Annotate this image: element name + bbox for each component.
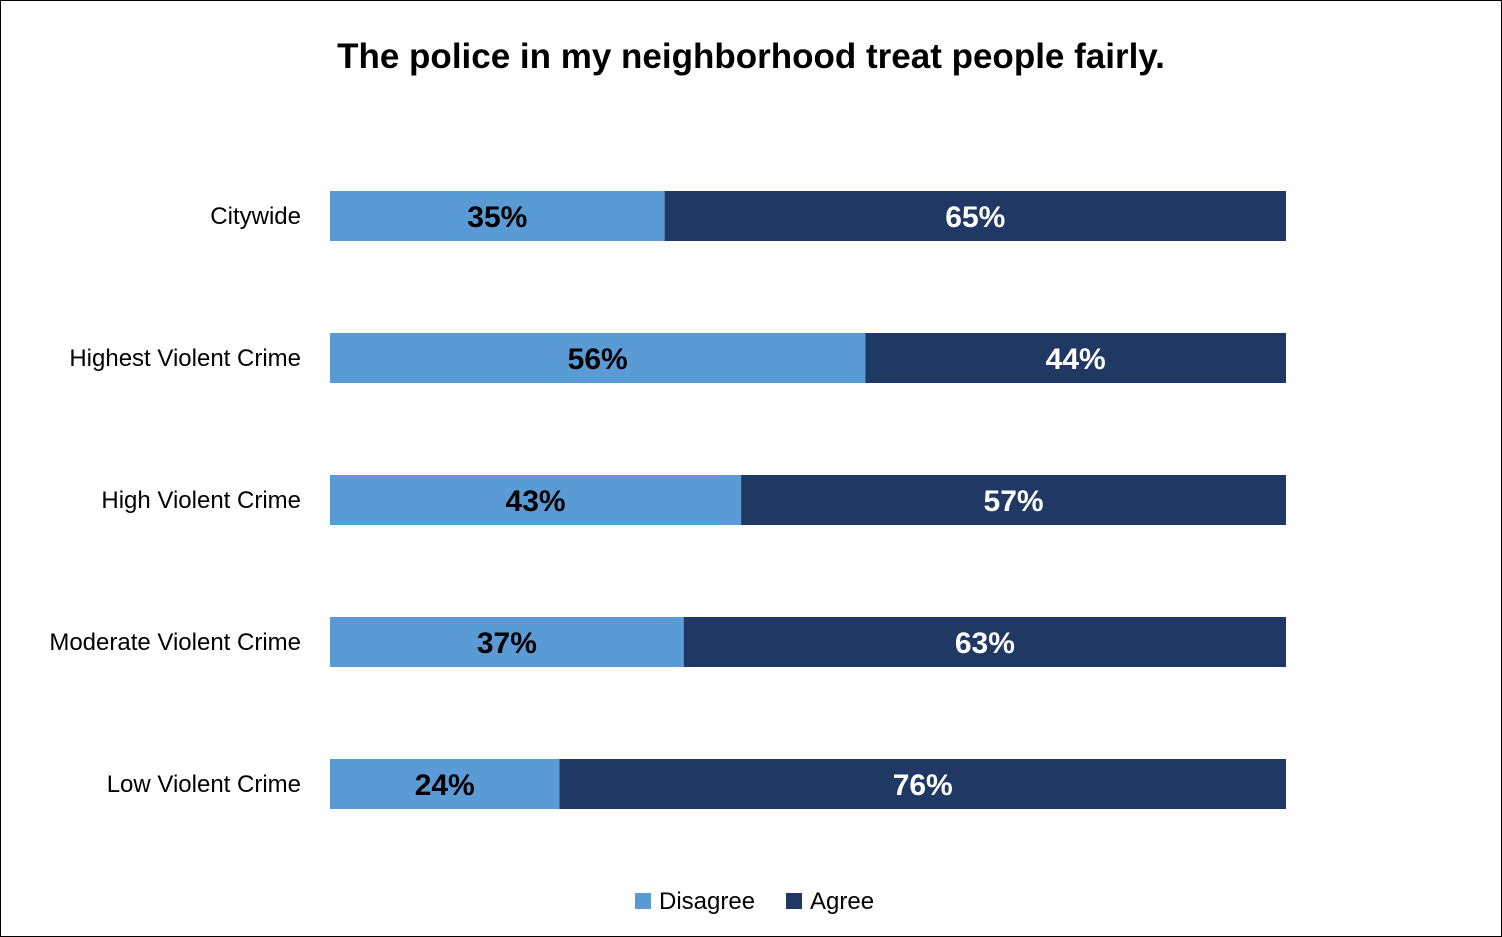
- bars: [330, 191, 1286, 809]
- bar-agree-moderate-violent-crime: [683, 617, 1286, 667]
- chart-title: The police in my neighborhood treat peop…: [337, 37, 1165, 76]
- legend-label-agree: Agree: [810, 888, 874, 915]
- data-label-disagree-highest-violent-crime: 56%: [568, 343, 628, 376]
- data-label-disagree-high-violent-crime: 43%: [506, 485, 566, 518]
- bar-disagree-citywide: [330, 191, 665, 241]
- category-label-high-violent-crime: High Violent Crime: [101, 487, 301, 514]
- bar-agree-citywide: [664, 191, 1286, 241]
- data-labels: 35% 65% 56% 44% 43% 57% 37% 63% 24% 76%: [415, 201, 1106, 802]
- data-label-agree-high-violent-crime: 57%: [984, 485, 1044, 518]
- data-label-disagree-moderate-violent-crime: 37%: [477, 627, 537, 660]
- data-label-disagree-citywide: 35%: [467, 201, 527, 234]
- bar-disagree-moderate-violent-crime: [330, 617, 684, 667]
- legend-label-disagree: Disagree: [659, 888, 755, 915]
- legend: Disagree Agree: [635, 888, 874, 915]
- legend-swatch-disagree: [635, 893, 651, 909]
- data-label-disagree-low-violent-crime: 24%: [415, 769, 475, 802]
- category-label-low-violent-crime: Low Violent Crime: [107, 771, 301, 798]
- legend-swatch-agree: [786, 893, 802, 909]
- category-label-highest-violent-crime: Highest Violent Crime: [69, 345, 301, 372]
- bar-disagree-highest-violent-crime: [330, 333, 866, 383]
- data-label-agree-citywide: 65%: [945, 201, 1005, 234]
- bar-agree-high-violent-crime: [741, 475, 1286, 525]
- bar-agree-highest-violent-crime: [865, 333, 1286, 383]
- category-label-moderate-violent-crime: Moderate Violent Crime: [49, 629, 301, 656]
- data-label-agree-low-violent-crime: 76%: [893, 769, 953, 802]
- category-labels: Citywide Highest Violent Crime High Violen…: [49, 203, 301, 798]
- data-label-agree-moderate-violent-crime: 63%: [955, 627, 1015, 660]
- bar-agree-low-violent-crime: [559, 759, 1286, 809]
- category-label-citywide: Citywide: [210, 203, 301, 230]
- bar-disagree-high-violent-crime: [330, 475, 742, 525]
- bar-disagree-low-violent-crime: [330, 759, 560, 809]
- data-label-agree-highest-violent-crime: 44%: [1046, 343, 1106, 376]
